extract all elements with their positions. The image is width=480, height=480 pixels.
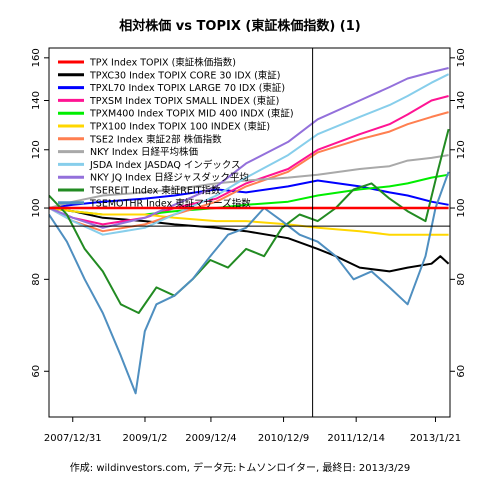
- legend-label-6: TSE2 Index 東証2部 株価指数: [89, 133, 222, 145]
- legend-label-2: TPXL70 Index TOPIX LARGE 70 IDX (東証): [89, 82, 285, 94]
- y-tick-label-right-0: 60: [456, 365, 467, 378]
- legend-label-4: TPXM400 Index TOPIX MID 400 INDX (東証): [89, 108, 294, 120]
- y-tick-label-right-1: 80: [456, 273, 467, 286]
- y-tick-label-left-3: 120: [31, 140, 42, 159]
- chart-title: 相対株価 vs TOPIX (東証株価指数) (1): [119, 18, 360, 34]
- legend-label-8: JSDA Index JASDAQ インデックス: [89, 159, 241, 171]
- plot-frame: [48, 47, 451, 418]
- legend-label-0: TPX Index TOPIX (東証株価指数): [89, 57, 236, 69]
- series-line-5: [49, 207, 449, 236]
- x-tick-label-1: 2009/1/2: [123, 433, 168, 444]
- x-axis: 2007/12/31 2009/1/2 2009/12/4 2010/12/9 2011…: [44, 417, 461, 444]
- legend: TPX Index TOPIX (東証株価指数)TPXC30 Index TOP…: [58, 57, 294, 209]
- series-line-10: [49, 128, 450, 314]
- series-line-7: [49, 154, 449, 209]
- legend-label-10: TSEREIT Index 東証REIT指数: [89, 185, 221, 197]
- chart-caption: 作成: wildinvestors.com, データ元:トムソンロイター, 最終…: [70, 461, 410, 474]
- y-tick-label-left-1: 80: [31, 273, 42, 286]
- y-axis-left: 60 80 100 120 140 160: [31, 48, 49, 378]
- y-tick-label-right-5: 160: [456, 48, 467, 67]
- x-tick-label-5: 2013/1/21: [410, 433, 461, 444]
- y-axis-right: 60 80 100 120 140 160: [450, 48, 467, 378]
- y-tick-label-right-2: 100: [456, 198, 467, 217]
- series-line-1: [49, 207, 450, 273]
- y-tick-label-right-3: 120: [456, 140, 467, 159]
- y-tick-label-right-4: 140: [456, 91, 467, 110]
- series-line-11: [49, 171, 450, 395]
- legend-label-11: TSEMOTHR Index 東証マザーズ指数: [89, 197, 251, 209]
- y-tick-label-left-5: 160: [31, 48, 42, 67]
- series-layer: [49, 67, 450, 395]
- legend-label-1: TPXC30 Index TOPIX CORE 30 IDX (東証): [89, 69, 281, 81]
- series-line-2: [49, 179, 449, 209]
- y-tick-label-left-0: 60: [31, 365, 42, 378]
- legend-label-7: NKY Index 日経平均株価: [90, 146, 198, 158]
- x-tick-label-0: 2007/12/31: [44, 433, 102, 444]
- y-tick-label-left-2: 100: [31, 198, 42, 217]
- reference-lines: [49, 48, 450, 417]
- series-line-3: [49, 95, 449, 226]
- legend-label-3: TPXSM Index TOPIX SMALL INDEX (東証): [89, 95, 279, 107]
- series-line-8: [49, 73, 450, 236]
- legend-label-9: NKY JQ Index 日経ジャスダック平均: [90, 172, 249, 184]
- legend-label-5: TPX100 Index TOPIX 100 INDEX (東証): [89, 121, 270, 133]
- x-tick-label-2: 2009/12/4: [185, 433, 236, 444]
- y-tick-label-left-4: 140: [31, 91, 42, 110]
- x-tick-label-4: 2011/12/14: [327, 433, 385, 444]
- x-tick-label-3: 2010/12/9: [258, 433, 309, 444]
